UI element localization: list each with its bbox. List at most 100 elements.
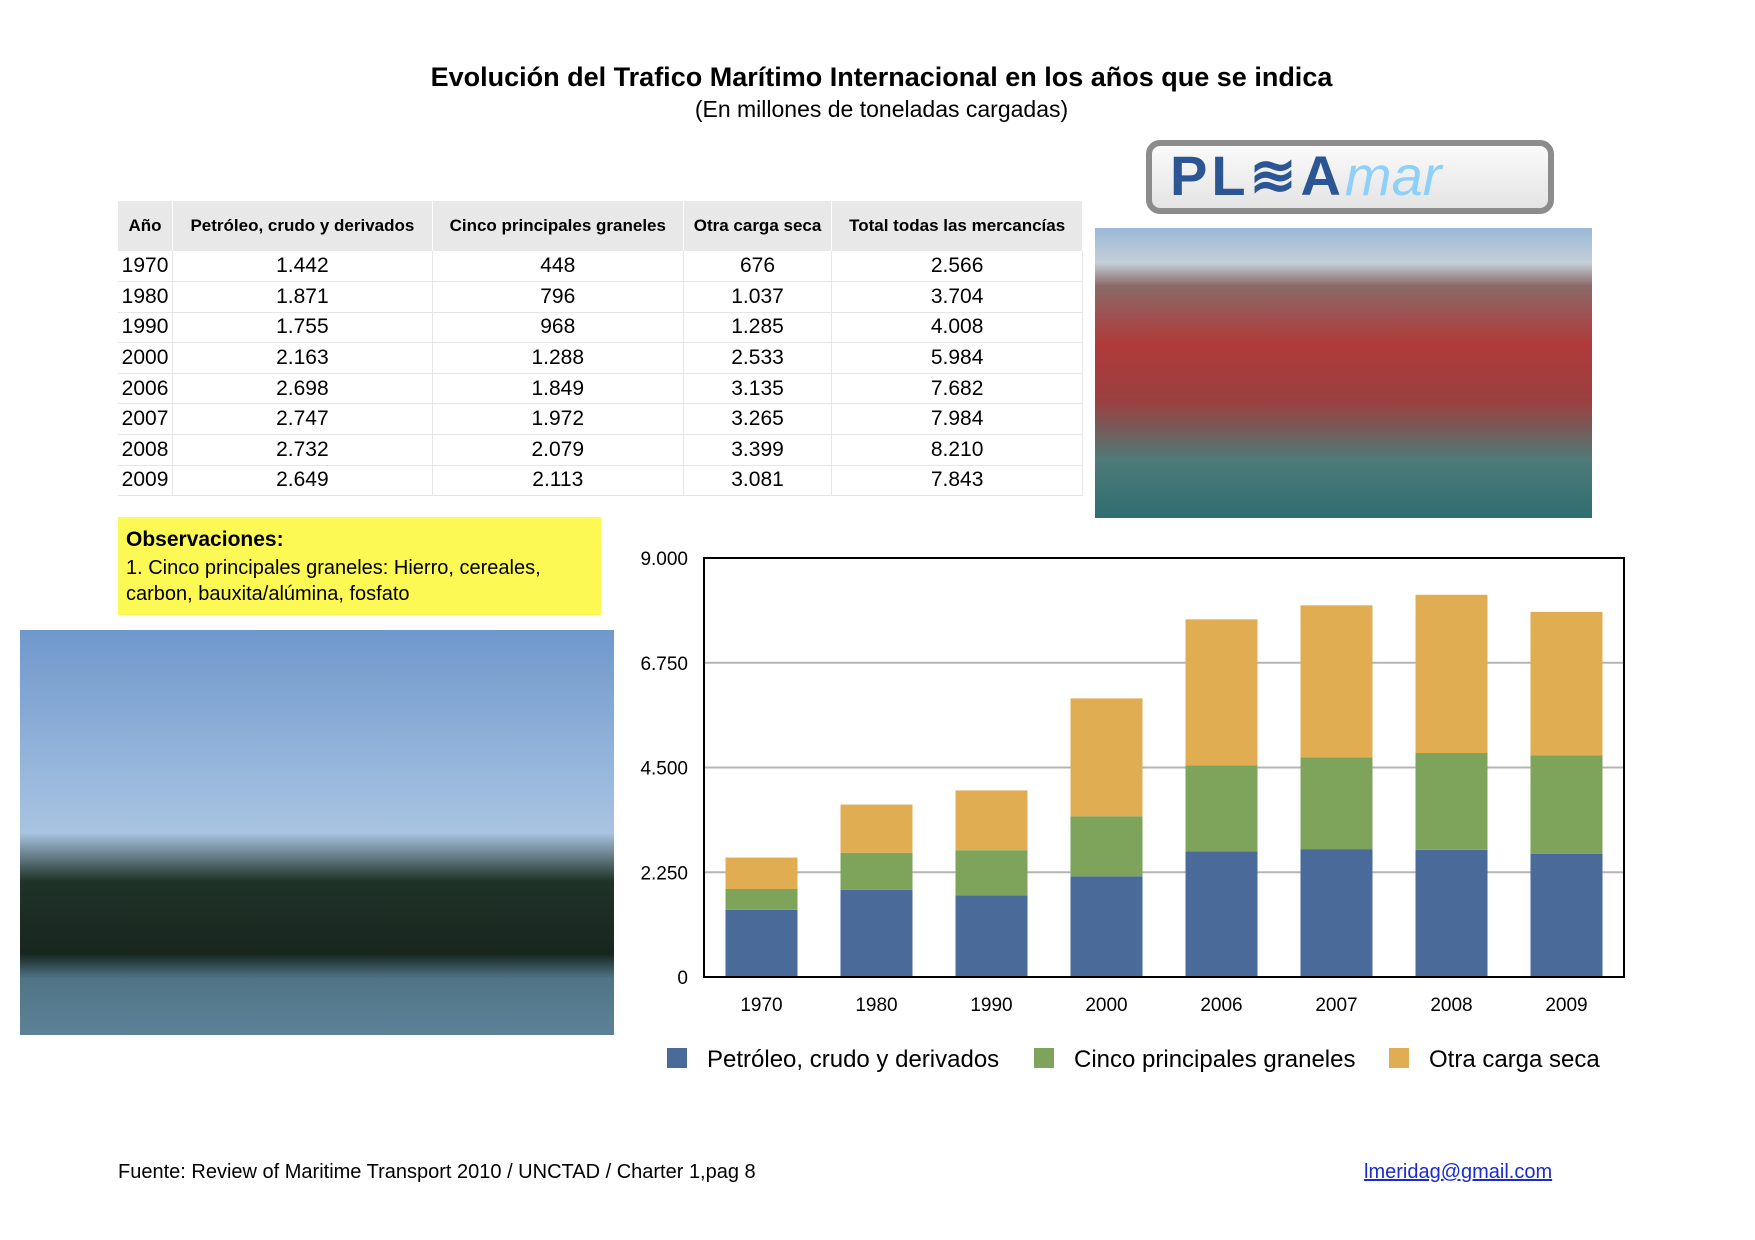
table-cell: 2.747	[172, 403, 433, 436]
legend-swatch	[1389, 1048, 1409, 1068]
bar-segment	[1070, 876, 1143, 977]
table-cell: 1980	[118, 281, 174, 313]
page-subtitle: (En millones de toneladas cargadas)	[694, 96, 1069, 122]
bar-segment	[1070, 698, 1143, 817]
bar-segment	[725, 909, 798, 977]
x-tick-label: 1990	[970, 995, 1012, 1016]
table-cell: 2000	[118, 342, 174, 374]
table-cell: 1.442	[172, 251, 433, 283]
logo-text: PL≋A	[1170, 144, 1345, 207]
bar-segment	[955, 895, 1028, 977]
table-cell: 3.081	[683, 465, 833, 497]
table-cell: 3.135	[683, 373, 833, 405]
x-tick-label: 1980	[855, 995, 897, 1016]
table-row: 2000 2.163 1.288 2.533 5.984	[118, 342, 1083, 374]
page-title: Evolución del Trafico Marítimo Internaci…	[430, 62, 1333, 92]
legend-label: Petróleo, crudo y derivados	[707, 1046, 999, 1073]
bar-segment	[840, 852, 913, 890]
bar-segment	[1415, 753, 1488, 850]
bar-segment	[840, 804, 913, 853]
stacked-bar-chart: 0 2.250 4.500 6.750 9.000 1970 1980 1990 2000 200…	[640, 549, 1625, 1073]
table-cell: 2.113	[432, 465, 684, 497]
column-header: Cinco principales graneles	[432, 201, 684, 251]
table-cell: 676	[683, 251, 833, 283]
y-tick-label: 6.750	[640, 654, 688, 675]
bar-segment	[1530, 755, 1603, 854]
table-cell: 448	[432, 251, 684, 283]
table-cell: 2008	[118, 434, 174, 466]
legend-label: Otra carga seca	[1429, 1046, 1600, 1073]
y-tick-label: 2.250	[640, 863, 688, 884]
column-header: Petróleo, crudo y derivados	[172, 201, 433, 251]
x-tick-label: 1970	[740, 995, 782, 1016]
table-row: 1970 1.442 448 676 2.566	[118, 251, 1083, 283]
bar-segment	[955, 790, 1028, 851]
logo-text-mar: mar	[1344, 144, 1442, 207]
bar-segment	[725, 857, 798, 890]
table-cell: 3.704	[831, 281, 1083, 313]
table-cell: 2006	[118, 373, 174, 405]
bar-segment	[1415, 849, 1488, 977]
bar-segment	[1185, 765, 1258, 852]
table-cell: 1.037	[683, 281, 833, 313]
observations-heading: Observaciones:	[126, 528, 284, 551]
x-tick-label: 2007	[1315, 995, 1357, 1016]
bar-segment	[1185, 851, 1258, 977]
legend-label: Cinco principales graneles	[1074, 1046, 1355, 1073]
table-cell: 2.163	[172, 342, 433, 374]
ship-photo	[20, 630, 614, 1035]
x-tick-label: 2008	[1430, 995, 1472, 1016]
table-cell: 4.008	[831, 312, 1083, 344]
table-cell: 1.288	[432, 342, 684, 374]
column-header: Año	[118, 201, 174, 251]
table-cell: 7.682	[831, 373, 1083, 405]
bar-segment	[725, 889, 798, 910]
table-cell: 2.732	[172, 434, 433, 466]
table-cell: 2.566	[831, 251, 1083, 283]
table-cell: 3.399	[683, 434, 833, 466]
table-cell: 1.285	[683, 312, 833, 344]
bar-segment	[955, 850, 1028, 896]
table-cell: 2.079	[432, 434, 684, 466]
table-cell: 7.984	[831, 403, 1083, 436]
bar-segment	[1185, 619, 1258, 766]
table-cell: 1.972	[432, 403, 684, 436]
y-tick-label: 9.000	[640, 549, 688, 570]
source-note: Fuente: Review of Maritime Transport 201…	[118, 1161, 756, 1183]
table-row: 1980 1.871 796 1.037 3.704	[118, 281, 1083, 313]
legend-swatch	[1034, 1048, 1054, 1068]
observations-box: Observaciones: 1. Cinco principales gran…	[118, 517, 601, 615]
table-cell: 2.533	[683, 342, 833, 374]
table-row: 2008 2.732 2.079 3.399 8.210	[118, 434, 1083, 466]
bar-segment	[840, 889, 913, 977]
table-row: 2006 2.698 1.849 3.135 7.682	[118, 373, 1083, 405]
table-row: 1990 1.755 968 1.285 4.008	[118, 312, 1083, 344]
bar-segment	[1070, 816, 1143, 877]
table-cell: 3.265	[683, 403, 833, 436]
bar-segment	[1415, 594, 1488, 754]
table-cell: 1.755	[172, 312, 433, 344]
legend-swatch	[667, 1048, 687, 1068]
table-row: 2007 2.747 1.972 3.265 7.984	[118, 403, 1083, 436]
observations-text: 1. Cinco principales graneles: Hierro, c…	[126, 557, 541, 605]
bar-segment	[1300, 757, 1373, 850]
email-link[interactable]: lmeridag@gmail.com	[1364, 1161, 1553, 1183]
y-tick-label: 4.500	[640, 759, 688, 780]
table-cell: 1990	[118, 312, 174, 344]
column-header: Total todas las mercancías	[831, 201, 1083, 251]
column-header: Otra carga seca	[683, 201, 833, 251]
x-tick-label: 2000	[1085, 995, 1127, 1016]
bar-segment	[1530, 611, 1603, 756]
plot-frame	[703, 557, 1625, 978]
y-tick-label: 0	[677, 968, 688, 989]
port-photo	[1095, 228, 1592, 518]
table-cell: 5.984	[831, 342, 1083, 374]
table-cell: 2.649	[172, 465, 433, 497]
table-cell: 796	[432, 281, 684, 313]
table-cell: 2009	[118, 465, 174, 497]
table-cell: 8.210	[831, 434, 1083, 466]
pleamar-logo: PL≋Amar	[1146, 140, 1554, 214]
table-cell: 1.849	[432, 373, 684, 405]
bar-segment	[1300, 849, 1373, 977]
table-cell: 968	[432, 312, 684, 344]
